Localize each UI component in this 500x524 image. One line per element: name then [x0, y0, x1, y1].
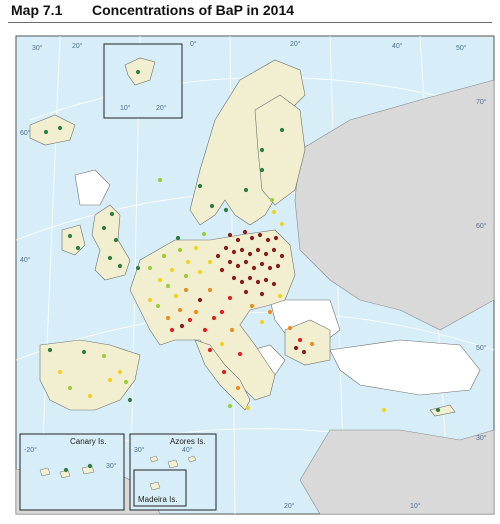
graticule-label: 0° [190, 40, 197, 48]
map-title: Concentrations of BaP in 2014 [92, 2, 295, 18]
graticule-label: 10° [410, 502, 421, 510]
canary-label: Canary Is. [70, 437, 106, 446]
canary-grid-label: -20° [24, 446, 37, 454]
graticule-label: 30° [476, 434, 487, 442]
graticule-label: 40° [20, 256, 31, 264]
azores-label: Azores Is. [170, 437, 206, 446]
graticule-label: 20° [284, 502, 295, 510]
graticule-label: 20° [290, 40, 301, 48]
graticule-label: 70° [476, 98, 487, 106]
azores-grid-label: 40° [182, 446, 193, 454]
graticule-label: 40° [392, 42, 403, 50]
graticule-label: 30° [32, 44, 43, 52]
map-number: Map 7.1 [11, 2, 63, 18]
azores-grid-label: 30° [134, 446, 145, 454]
graticule-label: 60° [476, 222, 487, 230]
svalbard-grid-label: 10° [120, 104, 131, 112]
graticule-label: 50° [476, 344, 487, 352]
graticule-label: 60° [20, 129, 31, 137]
station-dots [43, 125, 441, 473]
graticule-labels: 30° 20° 0° 20° 40° 50° 60° 40° 70° 60° 5… [20, 40, 487, 510]
canary-inset: Canary Is. -20° 30° [19, 433, 125, 511]
svalbard-grid-label: 20° [156, 104, 167, 112]
madeira-label: Madeira Is. [138, 495, 178, 504]
canary-grid-label: 30° [106, 462, 117, 470]
azores-inset: Azores Is. 30° 40° Madeira Is. [129, 433, 217, 511]
svalbard-inset: 10° 20° [103, 43, 183, 119]
reporting-land [29, 59, 456, 417]
header-rule [8, 22, 492, 23]
map-header: Map 7.1 Concentrations of BaP in 2014 [0, 0, 500, 24]
graticule-label: 50° [456, 44, 467, 52]
graticule-label: 20° [72, 42, 83, 50]
